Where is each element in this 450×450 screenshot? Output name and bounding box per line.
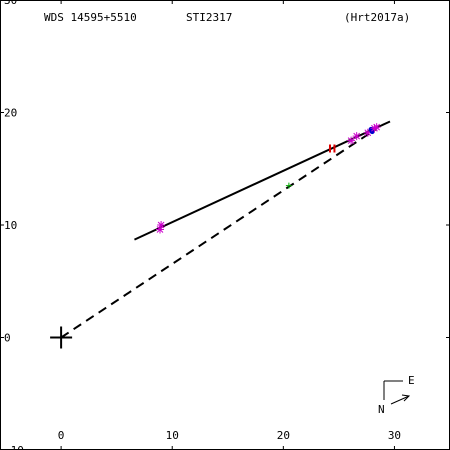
point-stroke [347, 137, 355, 144]
observation-point [352, 132, 361, 141]
y-tick-label: 10 [4, 219, 17, 232]
observation-point [369, 129, 375, 135]
x-tick-label: 30 [388, 429, 401, 442]
y-tick-label: 20 [4, 107, 17, 120]
observation-points [156, 123, 381, 234]
orbit-solid-line [134, 120, 391, 241]
y-tick-label: -10 [4, 444, 24, 450]
compass-arrowhead [401, 394, 411, 402]
compass: E N [378, 374, 415, 416]
observation-point [157, 221, 166, 229]
orbit-dashed-line [60, 128, 377, 339]
header-reference: (Hrt2017a) [344, 11, 410, 24]
point-stroke [156, 226, 164, 233]
compass-east-label: E [408, 374, 415, 387]
primary-star [50, 326, 73, 349]
point-dot [369, 129, 375, 135]
orbit-lines [60, 120, 391, 339]
y-tick-label: 0 [4, 332, 11, 345]
observation-point [372, 123, 381, 132]
y-tick-label: 30 [4, 0, 17, 7]
x-tick-label: 10 [166, 429, 179, 442]
observation-point [347, 136, 356, 145]
point-stroke [157, 221, 165, 229]
compass-motion-arrow [390, 395, 410, 405]
header-wds-id: WDS 14595+5510 [44, 11, 137, 24]
x-tick-label: 0 [58, 429, 65, 442]
observation-point [285, 182, 292, 189]
point-stroke [353, 132, 361, 140]
compass-north-label: N [378, 403, 385, 416]
point-stroke [373, 123, 381, 131]
header-discoverer: STI2317 [186, 11, 232, 24]
x-tick-label: 20 [277, 429, 290, 442]
